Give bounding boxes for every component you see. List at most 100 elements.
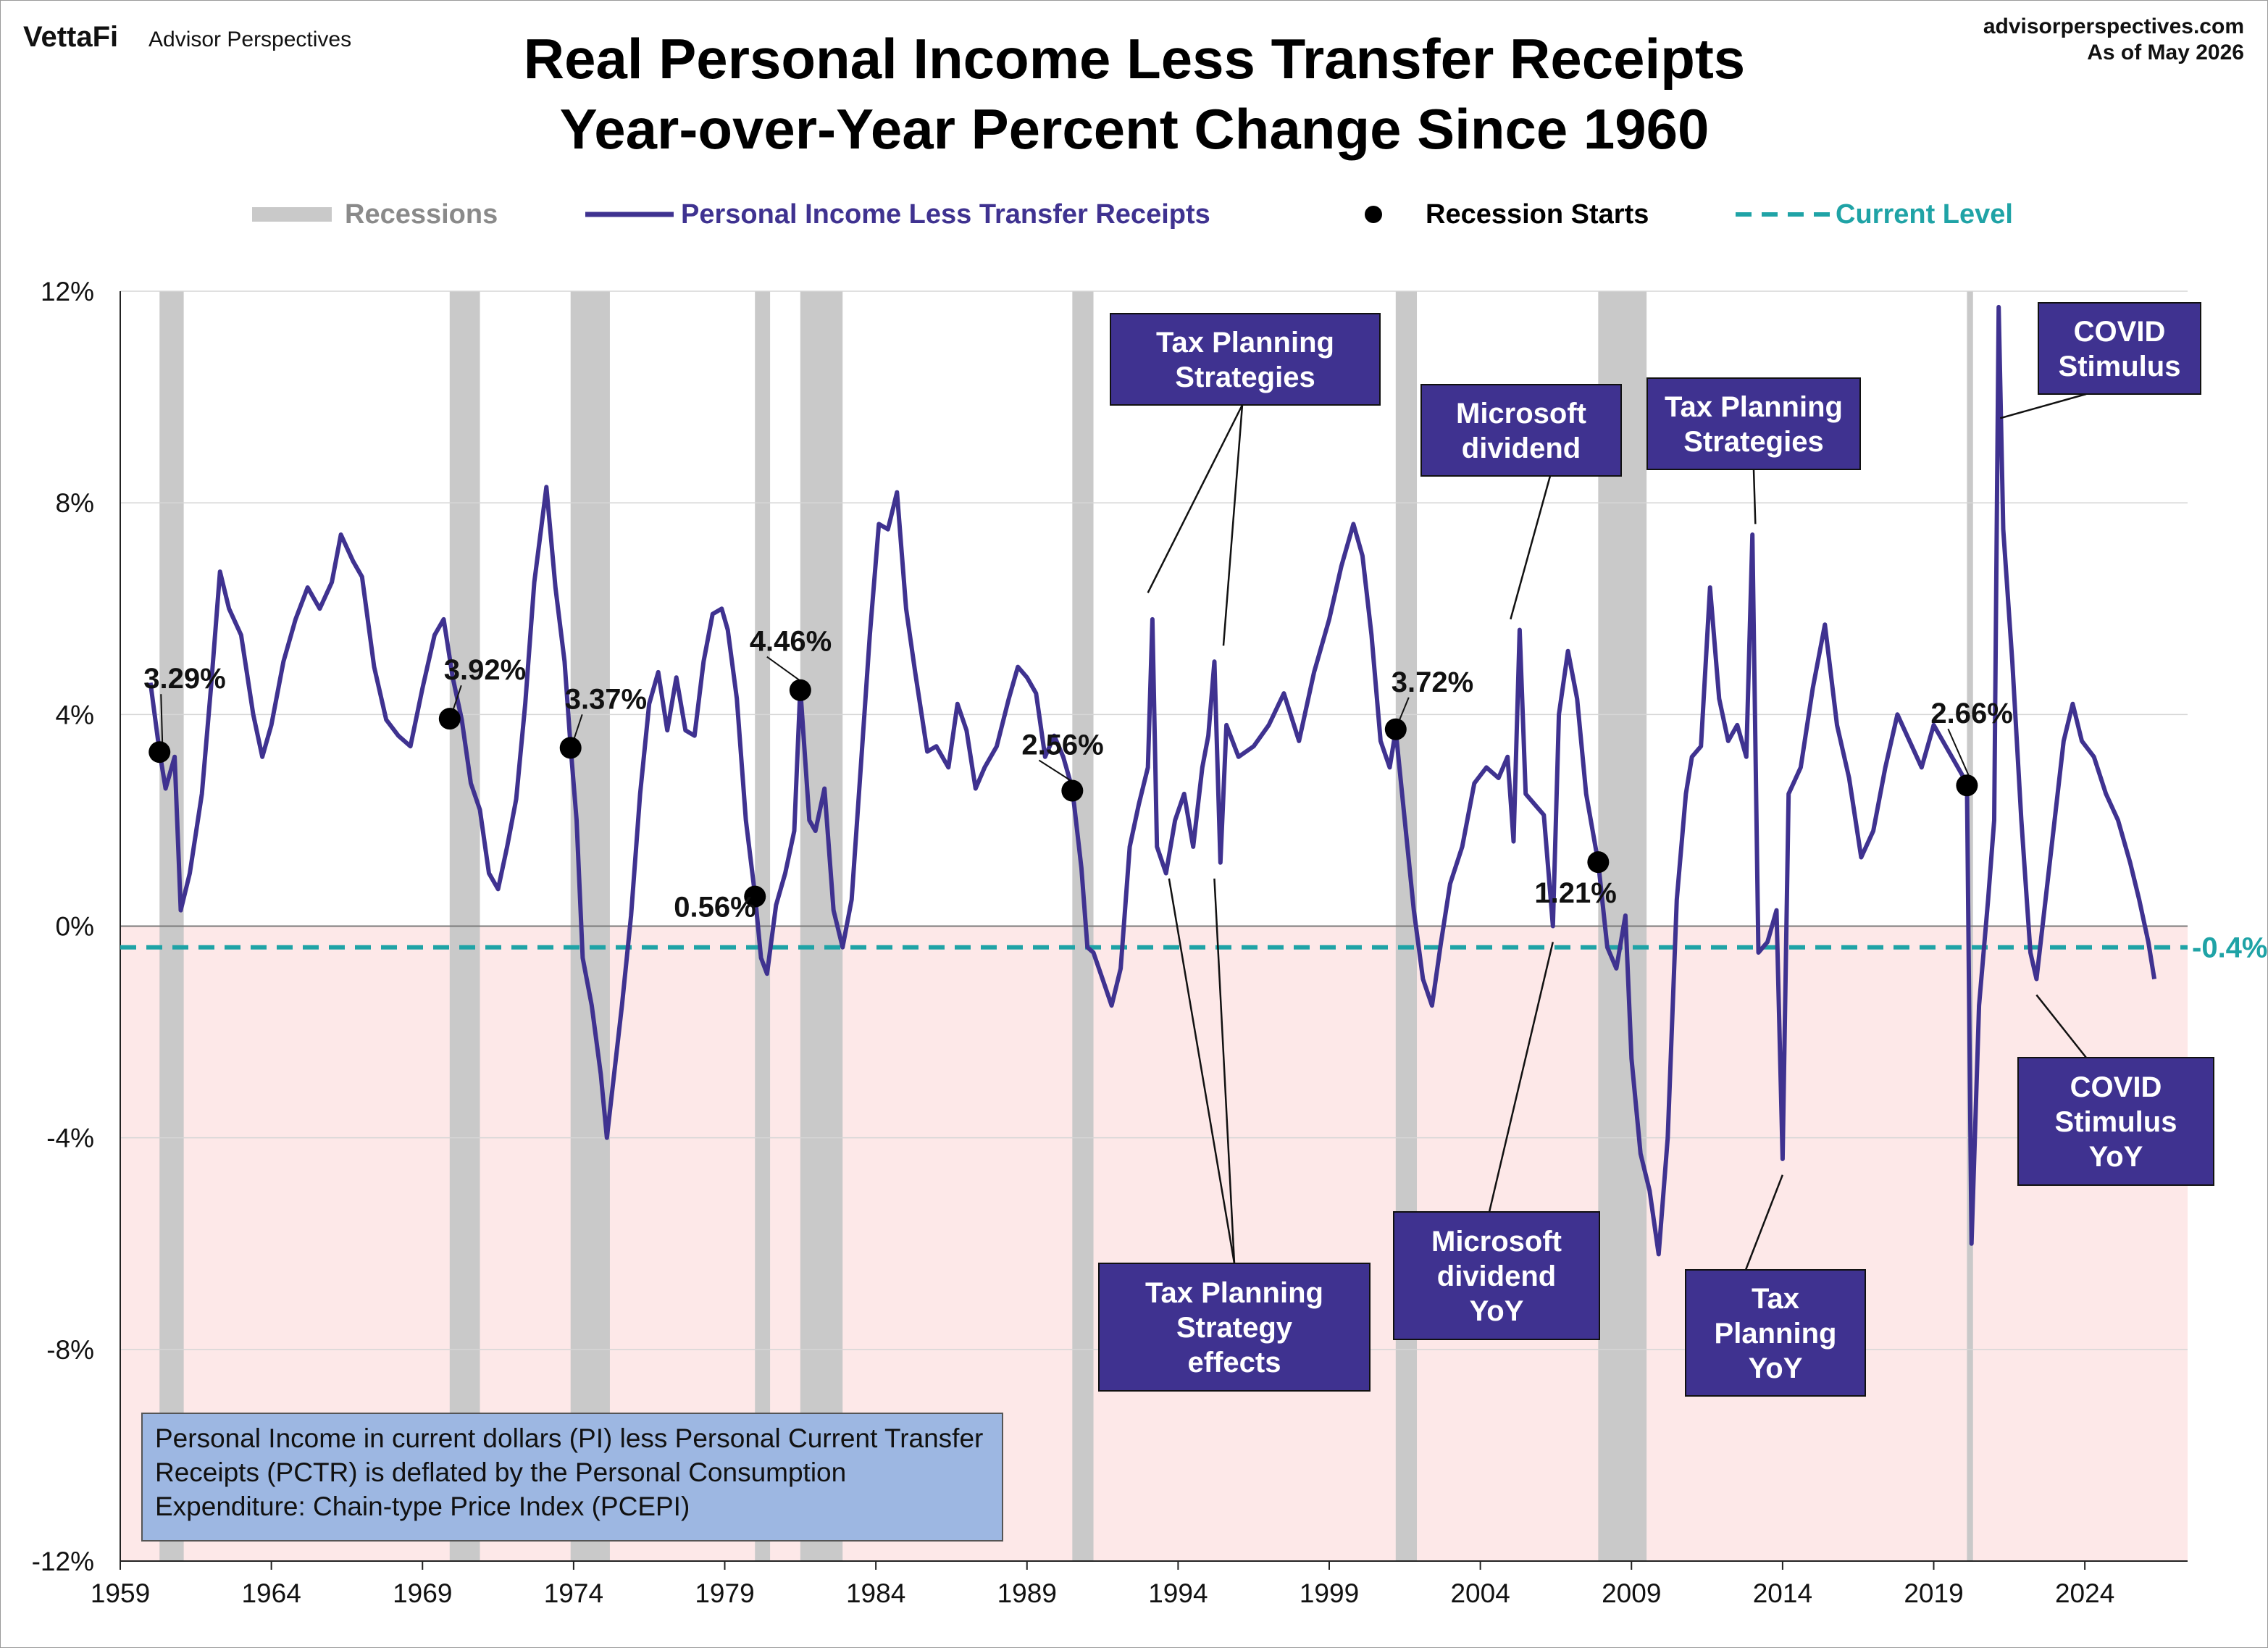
recession-start-marker — [789, 679, 811, 701]
brand-logo: VettaFi — [23, 21, 118, 53]
x-tick-label: 1999 — [1300, 1578, 1359, 1608]
x-tick-label: 1994 — [1148, 1578, 1208, 1608]
recession-start-marker — [1956, 774, 1978, 797]
methodology-note: Personal Income in current dollars (PI) … — [141, 1413, 1003, 1542]
annotation-label: Microsoft dividend — [1456, 398, 1586, 464]
annotation-label: Tax Planning Strategies — [1665, 391, 1843, 458]
recession-start-label: 3.29% — [143, 663, 225, 695]
legend-recession-start-label: Recession Starts — [1426, 199, 1649, 230]
recession-start-leader — [1397, 697, 1410, 723]
x-tick-label: 2024 — [2055, 1578, 2114, 1608]
annotation-label-line: Strategies — [1175, 361, 1315, 393]
recession-start-label: 0.56% — [674, 892, 756, 924]
annotation-box — [1098, 1263, 1371, 1392]
recession-start-marker — [744, 885, 766, 908]
x-tick-label: 2019 — [1904, 1578, 1963, 1608]
x-tick-label: 1979 — [695, 1578, 754, 1608]
current-level-label: -0.4% — [2192, 932, 2268, 964]
annotation-leader — [1222, 404, 1244, 646]
y-tick-label: 8% — [56, 488, 94, 518]
annotation-label-line: YoY — [2089, 1141, 2143, 1173]
annotation-leader — [1999, 393, 2087, 419]
legend-recessions-label: Recessions — [345, 199, 498, 230]
recession-start-label: 2.56% — [1021, 729, 1103, 761]
x-tick-label: 2004 — [1450, 1578, 1510, 1608]
note-text: Personal Income in current dollars (PI) … — [155, 1423, 984, 1521]
annotation-label-line: YoY — [1749, 1352, 1803, 1384]
legend-current-level-label: Current Level — [1836, 199, 2013, 230]
annotation-leader — [1213, 878, 1236, 1264]
recession-start-label: 1.21% — [1534, 877, 1616, 909]
annotation-label: COVID Stimulus YoY — [2055, 1071, 2177, 1173]
x-tick-label: 2009 — [1602, 1578, 1661, 1608]
recession-start-marker — [559, 737, 582, 759]
annotation-leader — [2035, 994, 2087, 1058]
annotation-box — [1646, 377, 1861, 470]
recession-start-leader — [766, 656, 804, 684]
x-tick-label: 2014 — [1753, 1578, 1812, 1608]
chart-title: Real Personal Income Less Transfer Recei… — [524, 27, 1745, 91]
annotation-leader — [1752, 469, 1757, 524]
annotation-label-line: dividend — [1462, 432, 1581, 464]
annotation-box — [2038, 302, 2201, 395]
annotation-label-line: Planning — [1715, 1318, 1837, 1350]
annotation-leader — [1168, 878, 1236, 1264]
annotation-label-line: effects — [1188, 1347, 1281, 1379]
recession-start-marker — [438, 708, 461, 730]
x-tick-label: 1959 — [91, 1578, 150, 1608]
y-tick-label: -12% — [32, 1547, 94, 1576]
annotation-box — [1420, 384, 1622, 477]
annotation-label-line: Tax Planning — [1145, 1277, 1323, 1309]
annotation-label-line: YoY — [1470, 1295, 1524, 1327]
annotation-label-line: Strategy — [1176, 1312, 1293, 1344]
recession-start-leader — [160, 694, 164, 745]
brand-name: Advisor Perspectives — [148, 28, 351, 51]
y-tick-label: 4% — [56, 700, 94, 729]
y-tick-label: 0% — [56, 912, 94, 942]
y-tick-label: 12% — [41, 277, 94, 306]
legend-recessions-swatch — [252, 207, 332, 222]
legend: Recessions Personal Income Less Transfer… — [252, 199, 2013, 230]
series-line — [148, 304, 2157, 1257]
plot-area: -12% -8% -4% 0% 4% 8% 12% 1959 1964 1969 1974 1979 1… — [32, 277, 2268, 1608]
annotation-label-line: Microsoft — [1431, 1226, 1562, 1258]
x-tick-label: 1969 — [393, 1578, 452, 1608]
annotation-label: Tax Planning Strategies — [1156, 327, 1334, 393]
annotation-label-line: COVID — [2074, 316, 2166, 348]
recession-start-label: 3.37% — [565, 683, 647, 715]
recession-start-label: 3.92% — [444, 654, 526, 686]
annotation-label-line: Stimulus — [2055, 1106, 2177, 1138]
recession-start-leader — [1947, 728, 1971, 779]
as-of-date: As of May 2026 — [2087, 41, 2244, 64]
y-tick-label: -8% — [46, 1335, 94, 1365]
recession-start-label: 2.66% — [1930, 698, 2012, 729]
recession-start-leader — [572, 714, 583, 741]
x-tick-label: 1984 — [846, 1578, 905, 1608]
recession-start-marker — [1384, 718, 1407, 740]
annotation-leader — [1147, 404, 1244, 593]
annotation-box — [1110, 313, 1381, 406]
recession-start-leader — [451, 685, 462, 712]
annotation-label-line: Stimulus — [2059, 351, 2181, 382]
annotation-leader — [1510, 475, 1552, 620]
annotation-box — [2017, 1057, 2214, 1186]
recession-start-label: 3.72% — [1392, 666, 1473, 698]
legend-recession-start-marker — [1365, 206, 1382, 223]
annotation-leader — [1744, 1174, 1784, 1271]
annotation-label-line: Tax Planning — [1156, 327, 1334, 359]
annotation-label: Tax Planning YoY — [1715, 1283, 1837, 1384]
annotation-label-line: Microsoft — [1456, 398, 1586, 430]
annotation-label-line: Tax — [1752, 1283, 1799, 1315]
annotation-leader — [1488, 942, 1554, 1213]
annotation-label: Tax Planning Strategy effects — [1145, 1277, 1323, 1379]
site-url: advisorperspectives.com — [1983, 14, 2244, 38]
recession-start-marker — [1587, 851, 1610, 874]
recession-start-marker — [148, 741, 171, 764]
annotation-label: COVID Stimulus — [2059, 316, 2181, 382]
annotation-label-line: Tax Planning — [1665, 391, 1843, 423]
x-tick-label: 1964 — [241, 1578, 301, 1608]
chart-subtitle: Year-over-Year Percent Change Since 1960 — [560, 97, 1710, 161]
recession-start-label: 4.46% — [750, 626, 832, 658]
